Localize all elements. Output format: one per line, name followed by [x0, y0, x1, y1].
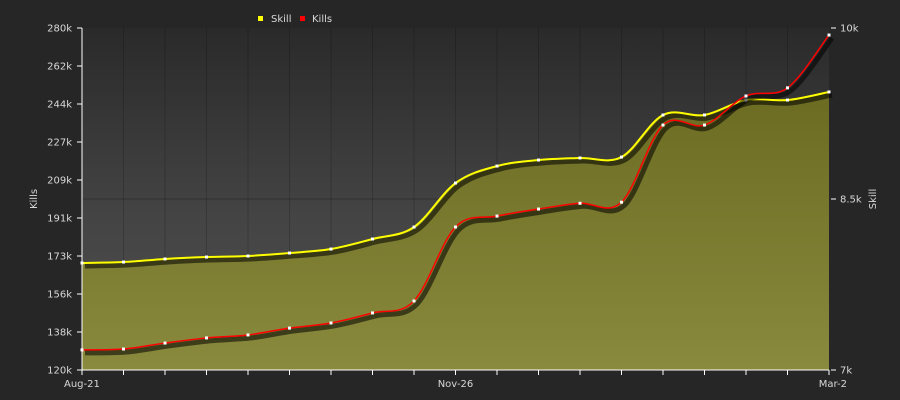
- data-point-skill: [412, 225, 416, 229]
- data-point-kills: [537, 207, 540, 211]
- data-point-skill: [246, 254, 250, 258]
- y-left-tick-label: 173k: [47, 252, 72, 263]
- data-point-skill: [703, 113, 706, 117]
- data-point-skill: [620, 155, 623, 159]
- x-tick-label: Mar-2: [819, 379, 847, 390]
- data-point-kills: [412, 299, 416, 303]
- data-point-kills: [703, 123, 706, 127]
- data-point-skill: [371, 237, 374, 241]
- y-left-tick-label: 209k: [47, 176, 72, 187]
- data-point-kills: [371, 311, 374, 315]
- legend: Skill Kills: [258, 14, 332, 25]
- data-point-kills: [205, 336, 208, 340]
- data-point-kills: [246, 333, 250, 337]
- data-point-skill: [661, 113, 665, 117]
- y-left-tick-label: 280k: [47, 24, 72, 35]
- line-shadow-skill: [84, 92, 833, 269]
- y-right-tick-label: 7k: [840, 366, 852, 377]
- y-left-tick-label: 262k: [47, 62, 72, 73]
- data-point-skill: [288, 251, 291, 255]
- y-right-tick-label: 10k: [840, 24, 859, 35]
- y-left-tick-label: 120k: [47, 366, 72, 377]
- data-point-kills: [288, 326, 291, 330]
- data-point-kills: [163, 341, 167, 345]
- y-left-tick-label: 244k: [47, 100, 72, 111]
- data-point-skill: [329, 247, 333, 251]
- x-tick-label: Nov-26: [438, 379, 474, 390]
- legend-swatch-skill: [258, 16, 263, 21]
- data-point-skill: [122, 260, 125, 264]
- line-shadow-kills: [84, 36, 834, 356]
- y-left-tick-label: 156k: [47, 290, 72, 301]
- data-point-kills: [454, 225, 457, 229]
- y-left-tick-label: 191k: [47, 214, 72, 225]
- data-point-kills: [827, 33, 831, 37]
- data-point-kills: [329, 321, 333, 325]
- legend-label-skill[interactable]: Skill: [271, 14, 291, 25]
- y-left-tick-label: 138k: [47, 328, 72, 339]
- data-point-skill: [786, 98, 789, 102]
- y-right-axis-label: Skill: [868, 189, 879, 209]
- data-point-skill: [163, 257, 167, 261]
- data-point-skill: [205, 255, 208, 259]
- data-point-kills: [786, 86, 789, 90]
- y-left-tick-label: 227k: [47, 138, 72, 149]
- data-point-kills: [620, 200, 623, 204]
- data-point-skill: [454, 181, 457, 185]
- data-point-kills: [122, 347, 125, 351]
- data-point-kills: [744, 94, 748, 98]
- data-point-kills: [661, 123, 665, 127]
- legend-swatch-kills: [300, 16, 305, 21]
- y-left-axis-label: Kills: [29, 189, 40, 209]
- y-right-tick-label: 8.5k: [840, 195, 862, 206]
- data-point-skill: [827, 90, 831, 94]
- data-point-kills: [495, 214, 499, 218]
- data-point-kills: [578, 201, 582, 205]
- data-point-skill: [578, 156, 582, 160]
- legend-label-kills[interactable]: Kills: [312, 14, 332, 25]
- data-point-skill: [495, 164, 499, 168]
- data-point-skill: [537, 158, 540, 162]
- x-tick-label: Aug-21: [64, 379, 100, 390]
